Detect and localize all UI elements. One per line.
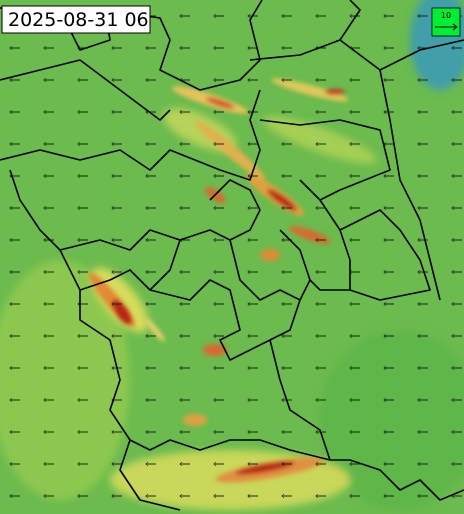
legend-label: 10 bbox=[441, 11, 451, 20]
timestamp: 2025-08-31 06 bbox=[8, 9, 149, 31]
timestamp-box: 2025-08-31 06 bbox=[1, 5, 151, 34]
legend-box bbox=[431, 7, 461, 37]
timestamp-background bbox=[1, 5, 151, 34]
wind-legend: 10 bbox=[431, 7, 461, 37]
legend-arrowhead bbox=[452, 23, 458, 31]
